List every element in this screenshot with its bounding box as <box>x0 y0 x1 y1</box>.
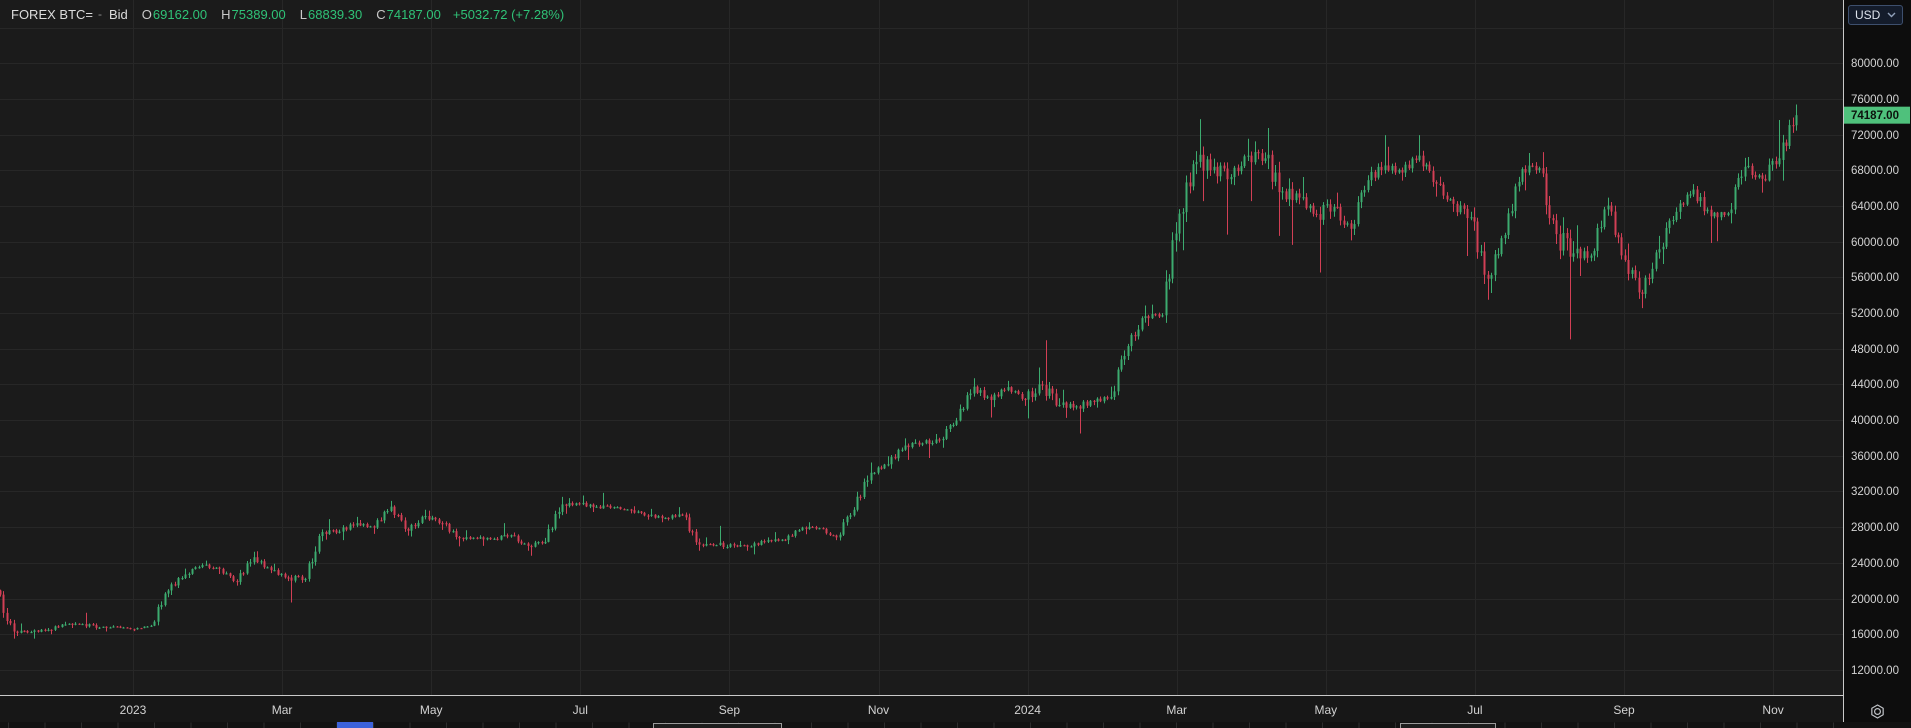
time-tick-label: Jul <box>573 703 588 717</box>
price-tick-label: 64000.00 <box>1851 201 1899 213</box>
time-axis-labels[interactable]: 2023 Mar May Jul Sep Nov 2024 Mar May Jul Sep Nov <box>120 703 1784 717</box>
price-tick-label: 72000.00 <box>1851 130 1899 142</box>
axis-settings-button[interactable] <box>1863 700 1891 722</box>
ohlc-high: H 75389.00 <box>221 7 286 22</box>
time-tick-label: Mar <box>272 703 293 717</box>
currency-selector[interactable]: USD <box>1848 5 1903 25</box>
gear-icon <box>1870 703 1884 719</box>
price-tick-label: 16000.00 <box>1851 629 1899 641</box>
price-axis-labels[interactable]: 12000.00 16000.00 20000.00 24000.00 28000.00… <box>1851 58 1899 677</box>
price-tick-label: 20000.00 <box>1851 594 1899 606</box>
price-tick-label: 36000.00 <box>1851 451 1899 463</box>
time-tick-label: May <box>1314 703 1337 717</box>
horizontal-gridlines <box>0 28 1843 671</box>
time-tick-label: May <box>420 703 443 717</box>
ohlc-open: O 69162.00 <box>141 7 208 22</box>
field-label: Bid <box>109 7 128 22</box>
time-tick-label: 2024 <box>1014 703 1041 717</box>
time-tick-label: Mar <box>1166 703 1187 717</box>
price-tick-label: 52000.00 <box>1851 308 1899 320</box>
price-tick-label: 48000.00 <box>1851 344 1899 356</box>
price-tick-label: 44000.00 <box>1851 379 1899 391</box>
bottom-sheet-strip[interactable] <box>0 722 1911 728</box>
price-tick-label: 40000.00 <box>1851 415 1899 427</box>
vertical-gridlines <box>133 0 1774 695</box>
ohlc-low: L 68839.30 <box>299 7 363 22</box>
strip-active-cell[interactable] <box>337 722 373 728</box>
price-tick-label: 68000.00 <box>1851 165 1899 177</box>
time-tick-label: Nov <box>868 703 889 717</box>
time-tick-label: Nov <box>1762 703 1783 717</box>
price-tick-label: 76000.00 <box>1851 94 1899 106</box>
price-tick-label: 28000.00 <box>1851 522 1899 534</box>
time-axis-area[interactable] <box>0 696 1843 722</box>
last-price-tag <box>1844 106 1910 124</box>
strip-panel-edge-2[interactable] <box>1400 723 1496 728</box>
chart-header: FOREX BTC= - Bid O 69162.00 H 75389.00 L… <box>9 7 564 22</box>
ohlc-close: C 74187.00 <box>376 7 441 22</box>
chevron-down-icon <box>1887 12 1896 18</box>
price-tick-label: 24000.00 <box>1851 558 1899 570</box>
last-price-tag-value: 74187.00 <box>1851 110 1899 122</box>
time-tick-label: Sep <box>1613 703 1635 717</box>
price-tick-label: 80000.00 <box>1851 58 1899 70</box>
currency-selector-value: USD <box>1855 8 1881 22</box>
price-tick-label: 56000.00 <box>1851 272 1899 284</box>
time-tick-label: 2023 <box>120 703 147 717</box>
price-change: +5032.72 (+7.28%) <box>452 7 565 22</box>
symbol-title: FOREX BTC= <box>11 7 93 22</box>
candles <box>0 104 1798 639</box>
title-separator: - <box>98 7 102 21</box>
time-tick-label: Sep <box>719 703 741 717</box>
price-tick-label: 12000.00 <box>1851 665 1899 677</box>
price-tick-label: 60000.00 <box>1851 237 1899 249</box>
time-tick-label: Jul <box>1467 703 1482 717</box>
strip-panel-edge[interactable] <box>653 723 782 728</box>
price-tick-label: 32000.00 <box>1851 486 1899 498</box>
